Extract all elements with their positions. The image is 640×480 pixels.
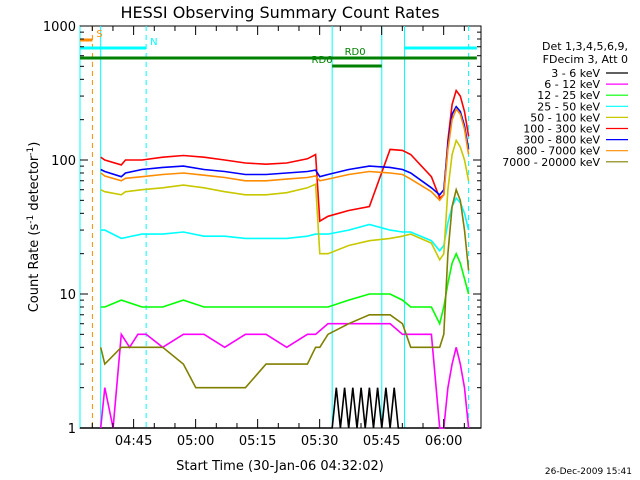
series-line-9: [99, 187, 470, 389]
y-axis-label-part-2: detector: [27, 155, 42, 215]
legend-entry-label-7: 300 - 800 keV: [523, 134, 600, 147]
legend-header-line-1: Det 1,3,4,5,6,9,: [542, 40, 628, 53]
plot-frame: [79, 25, 482, 429]
legend-entry-label-4: 25 - 50 keV: [537, 100, 600, 113]
legend-entry-label-1: 3 - 6 keV: [551, 67, 600, 80]
attenuator-bars: S N RD0 RD6: [80, 29, 477, 68]
series-line-6: [100, 88, 470, 223]
vertical-markers: [79, 26, 470, 428]
series-line-2: [99, 322, 470, 429]
legend-entry-label-2: 6 - 12 keV: [544, 78, 600, 91]
y-axis-label-part-3: ): [27, 142, 42, 147]
series-lines: [80, 88, 481, 429]
legend-header-line-2: FDecim 3, Att 0: [543, 53, 628, 66]
x-tick-label-6: 06:00: [425, 434, 462, 449]
legend-entry-label-6: 100 - 300 keV: [523, 123, 600, 136]
y-axis-label-part-1: Count Rate (s: [27, 224, 42, 313]
series-line-1: [80, 387, 481, 429]
y-tick-label-1: 1: [68, 422, 76, 437]
y-tick-label-2: 10: [59, 288, 76, 303]
legend: Det 1,3,4,5,6,9, FDecim 3, Att 0 3 - 6 k…: [502, 40, 628, 169]
y-tick-label-3: 100: [51, 154, 76, 169]
y-axis-label-exponent-1: -1: [26, 215, 36, 224]
x-tick-label-4: 05:30: [301, 434, 338, 449]
y-axis-label: Count Rate (s-1 detector-1): [26, 142, 42, 313]
x-tick-label-2: 05:00: [177, 434, 214, 449]
x-axis-ticks: 04:45 05:00 05:15 05:30 05:45 06:00: [91, 26, 465, 449]
x-axis-label: Start Time (30-Jan-06 04:32:02): [176, 459, 384, 474]
chart-title: HESSI Observing Summary Count Rates: [120, 3, 439, 22]
y-axis-ticks: 1 10 100 1000: [43, 20, 481, 437]
date-stamp: 26-Dec-2009 15:41: [545, 467, 632, 477]
legend-entry-label-5: 50 - 100 keV: [530, 111, 600, 124]
legend-entry-label-8: 800 - 7000 keV: [516, 145, 600, 158]
x-tick-label-1: 04:45: [115, 434, 152, 449]
legend-entry-label-9: 7000 - 20000 keV: [502, 156, 600, 169]
series-line-8: [100, 107, 470, 202]
y-tick-label-4: 1000: [43, 20, 76, 35]
legend-entry-label-3: 12 - 25 keV: [537, 89, 600, 102]
x-tick-label-3: 05:15: [239, 434, 276, 449]
bar-label-n: N: [150, 37, 157, 48]
bar-label-rd0: RD0: [345, 47, 366, 58]
bar-label-s: S: [96, 29, 102, 40]
series-line-3: [100, 251, 470, 327]
series-line-5: [100, 138, 470, 262]
series-line-4: [100, 196, 470, 253]
x-tick-label-5: 05:45: [363, 434, 400, 449]
y-axis-label-exponent-2: -1: [26, 147, 36, 156]
bar-label-rd6: RD6: [312, 55, 333, 66]
